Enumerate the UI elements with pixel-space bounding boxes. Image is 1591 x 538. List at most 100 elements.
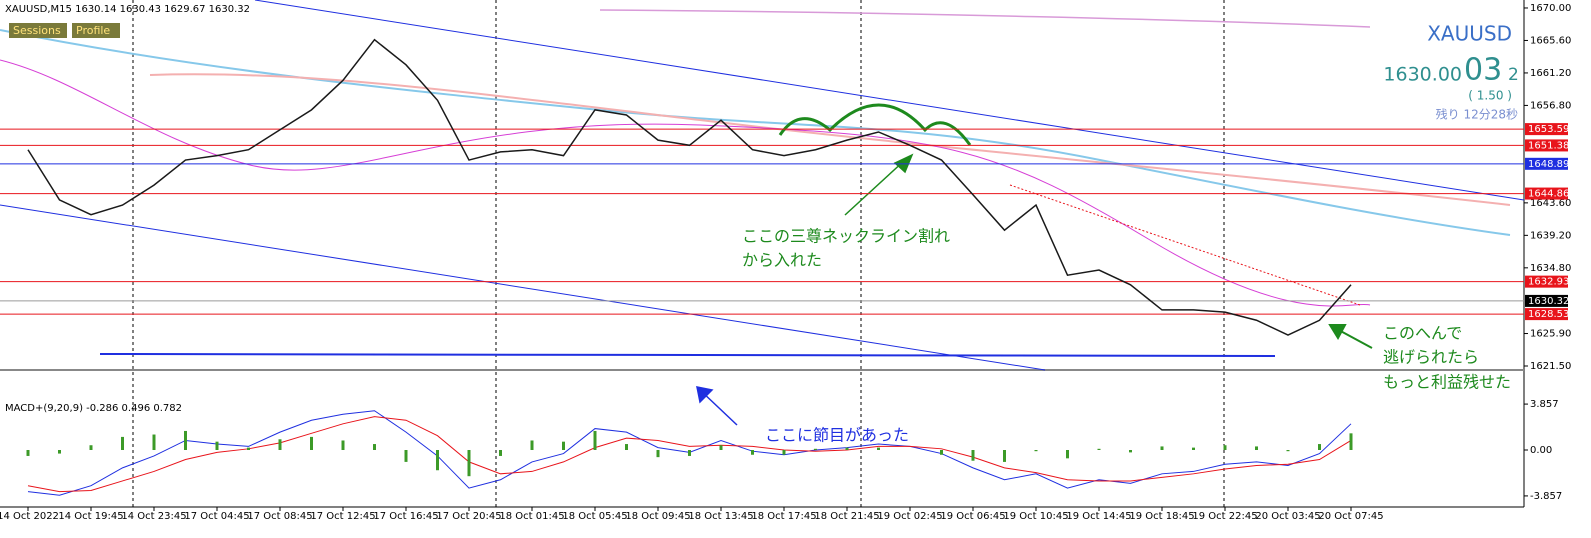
histogram-bar	[1349, 433, 1353, 450]
histogram-bar	[782, 450, 786, 455]
x-tick-label: 18 Oct 13:45	[688, 511, 753, 522]
watermark-remaining: 残り 12分28秒	[1436, 108, 1518, 122]
histogram-bar	[247, 447, 250, 450]
y-tick-label: -3.857	[1530, 491, 1562, 502]
histogram-bar	[152, 434, 156, 450]
annotation: ここに節目があった	[765, 426, 909, 445]
profile-button[interactable]: Profile	[76, 24, 110, 37]
moving-average	[0, 29, 1511, 236]
histogram-bar	[1097, 448, 1101, 450]
histogram-bar	[1003, 450, 1006, 462]
watermark-change: ( 1.50 )	[1468, 89, 1512, 103]
sessions-button[interactable]: Sessions	[13, 24, 61, 37]
x-tick-label: 19 Oct 18:45	[1129, 511, 1194, 522]
x-tick-label: 19 Oct 06:45	[940, 511, 1005, 522]
moving-average	[599, 9, 1371, 28]
price-line	[27, 38, 1352, 336]
arrow	[696, 386, 738, 426]
x-tick-label: 17 Oct 20:45	[436, 511, 501, 522]
histogram-bar	[1066, 450, 1069, 459]
y-tick-label: 1634.80	[1530, 263, 1571, 274]
histogram-bar	[845, 447, 849, 450]
annotation: 逃げられたら	[1383, 348, 1479, 367]
y-tick-label: 1670.00	[1530, 3, 1571, 14]
histogram-bar	[436, 450, 439, 471]
trend-line	[254, 0, 1525, 201]
x-tick-label: 17 Oct 12:45	[310, 511, 375, 522]
trend-line	[1009, 184, 1361, 306]
histogram-bar	[373, 444, 376, 450]
y-tick-label: 1643.60	[1530, 198, 1571, 209]
price-label-box	[1525, 294, 1568, 307]
price-label: 1628.53	[1528, 309, 1569, 320]
histogram-bar	[1160, 446, 1164, 450]
trend-line	[0, 204, 1046, 371]
arrow	[1328, 324, 1373, 349]
plot: 1670.00 1665.60 1661.20 1656.80 1643.60 1639.…	[0, 3, 1571, 522]
histogram-bar	[1034, 450, 1038, 452]
histogram-bar	[404, 450, 408, 462]
y-tick-label: 1656.80	[1530, 100, 1571, 111]
price-label: 1653.59	[1528, 124, 1569, 135]
x-tick-label: 14 Oct 23:45	[121, 511, 186, 522]
histogram-bar	[310, 436, 313, 450]
annotation: ここの三尊ネックライン割れ	[742, 227, 950, 246]
histogram-bar	[751, 450, 754, 455]
header-info: XAUUSD,M15 1630.14 1630.43 1629.67 1630.…	[5, 4, 250, 15]
x-tick-label: 17 Oct 08:45	[247, 511, 312, 522]
histogram-bar	[719, 445, 723, 450]
histogram-bar	[1255, 446, 1258, 450]
macd-title: MACD+(9,20,9) -0.286 0.496 0.782	[5, 403, 182, 414]
y-tick-label: 1625.90	[1530, 329, 1571, 340]
histogram-bar	[89, 445, 93, 450]
histogram-bar	[814, 448, 817, 450]
x-tick-label: 19 Oct 14:45	[1066, 511, 1131, 522]
x-tick-label: 17 Oct 04:45	[184, 511, 249, 522]
histogram-bar	[940, 450, 943, 455]
histogram-bar	[278, 439, 282, 450]
histogram-bar	[341, 440, 345, 450]
price-label-box	[1525, 139, 1568, 152]
histogram-bar	[1286, 450, 1290, 452]
histogram-bar	[688, 450, 691, 456]
x-tick-label: 19 Oct 02:45	[877, 511, 942, 522]
histogram-bar	[499, 450, 502, 456]
price-label-box	[1525, 123, 1568, 136]
price-label-box	[1525, 308, 1568, 321]
moving-average	[149, 73, 1511, 206]
y-tick-label: 1665.60	[1530, 35, 1571, 46]
price-label-box	[1525, 275, 1568, 288]
watermark-price-small: 2	[1508, 65, 1519, 85]
y-tick-label: 1639.20	[1530, 230, 1571, 241]
button-bg	[72, 23, 120, 38]
annotation: から入れた	[742, 251, 822, 270]
price-label: 1632.93	[1528, 277, 1569, 288]
histogram-bar	[215, 441, 219, 450]
histogram-bar	[1318, 444, 1321, 450]
y-tick-label: 1661.20	[1530, 68, 1571, 79]
histogram-bar	[625, 444, 628, 450]
moving-average	[0, 59, 1371, 307]
x-tick-label: 18 Oct 21:45	[814, 511, 879, 522]
watermark-price: 1630.00	[1383, 64, 1462, 86]
price-label: 1630.32	[1528, 296, 1569, 307]
price-label-box	[1525, 187, 1568, 200]
x-tick-label: 18 Oct 01:45	[499, 511, 564, 522]
head-shoulders-mark	[778, 103, 972, 146]
button-bg	[9, 23, 67, 38]
watermark-price-big: 03	[1464, 53, 1502, 88]
x-tick-label: 14 Oct 19:45	[58, 511, 123, 522]
histogram-bar	[530, 440, 534, 450]
x-tick-label: 20 Oct 03:45	[1255, 511, 1320, 522]
histogram-bar	[184, 430, 187, 450]
annotation: このへんで	[1383, 324, 1462, 343]
price-label: 1651.38	[1528, 140, 1569, 151]
x-tick-label: 18 Oct 09:45	[625, 511, 690, 522]
decoration	[0, 0, 1525, 508]
histogram-bar	[26, 450, 30, 456]
x-tick-label: 17 Oct 16:45	[373, 511, 438, 522]
histogram-bar	[562, 441, 565, 450]
histogram-bar	[467, 450, 471, 477]
x-tick-label: 18 Oct 17:45	[751, 511, 816, 522]
